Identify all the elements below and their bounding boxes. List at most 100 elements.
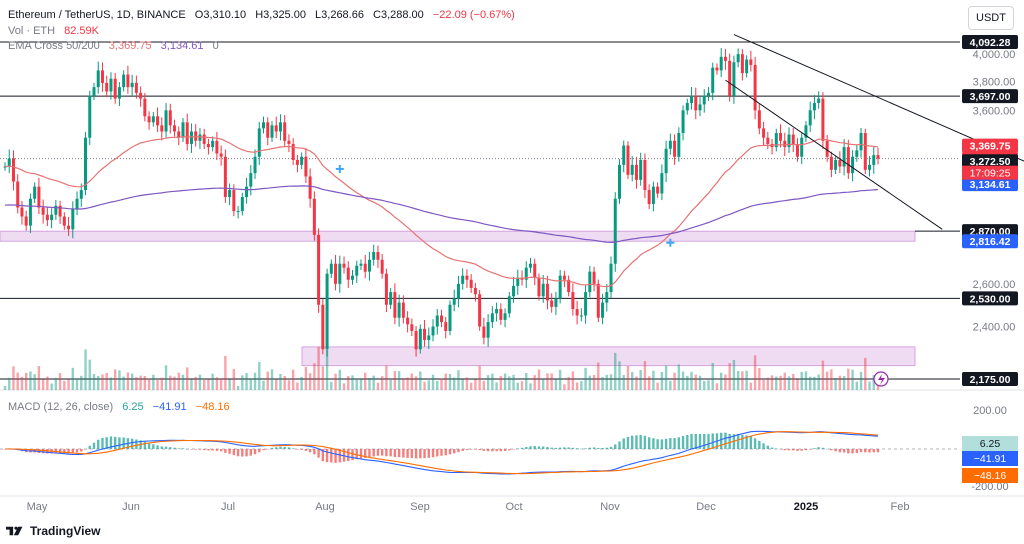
volume-bar (444, 373, 447, 390)
volume-bar (558, 369, 562, 390)
macd-histogram-bar (321, 449, 325, 462)
candle-body (528, 263, 532, 268)
volume-bar (486, 375, 490, 390)
price-label-text: 2,530.00 (970, 293, 1011, 305)
macd-histogram-bar (783, 449, 786, 451)
macd-histogram-bar (741, 434, 744, 449)
volume-bar (626, 366, 630, 390)
candle-body (456, 283, 460, 299)
macd-histogram-bar (821, 447, 825, 449)
macd-histogram-bar (402, 449, 405, 458)
macd-histogram-bar (664, 438, 668, 449)
volume-bar (393, 371, 397, 390)
macd-legend: MACD (12, 26, close) 6.25 −41.91 −48.16 (8, 400, 236, 414)
volume-bar (275, 379, 278, 390)
volume-bar (385, 365, 388, 390)
macd-axis-tick: -200.00 (971, 481, 1008, 493)
candle-body (240, 196, 244, 212)
volume-bar (584, 367, 587, 390)
macd-histogram-bar (626, 436, 630, 449)
volume-bar (631, 372, 634, 390)
macd-histogram-bar (724, 432, 727, 449)
time-axis-label: May (27, 501, 48, 513)
macd-histogram-bar (207, 449, 210, 451)
candle-body (215, 140, 219, 154)
macd-histogram-bar (258, 449, 261, 453)
candle-body (329, 263, 333, 274)
macd-histogram-bar (550, 447, 553, 449)
candle-body (92, 87, 96, 96)
volume-bar (169, 375, 172, 390)
candle-body (584, 292, 588, 316)
macd-histogram-bar (241, 449, 244, 457)
volume-bar (198, 374, 202, 390)
price-label-text: 2,175.00 (970, 374, 1011, 386)
volume-bar (690, 371, 693, 390)
candle-body (639, 159, 643, 180)
macd-histogram-bar (431, 449, 435, 458)
macd-histogram-bar (313, 449, 316, 455)
candle-body (211, 140, 215, 148)
volume-bar (851, 369, 854, 390)
volume-bar (194, 377, 197, 390)
volume-bar (800, 372, 803, 390)
volume-bar (364, 372, 367, 390)
candle-body (728, 60, 732, 96)
volume-bar (508, 376, 511, 390)
macd-histogram-bar (864, 449, 867, 453)
support-zone-1 (0, 230, 916, 242)
candle-body (24, 216, 28, 226)
volume-bar (758, 368, 761, 390)
price-tick-label: 2,400.00 (973, 322, 1016, 334)
candle-body (812, 102, 816, 111)
candle-body (863, 133, 867, 170)
volume-bar (482, 380, 486, 390)
candle-body (490, 313, 494, 323)
macd-histogram-bar (397, 449, 401, 458)
macd-value-text: −48.16 (974, 470, 1007, 482)
volume-bar (792, 374, 795, 390)
macd-histogram-bar (800, 449, 803, 451)
candle-body (516, 277, 520, 286)
macd-histogram-bar (330, 449, 333, 463)
macd-histogram-bar (622, 438, 625, 449)
macd-histogram-bar (453, 449, 456, 454)
currency-button[interactable]: USDT (968, 6, 1014, 30)
macd-histogram-bar (376, 449, 380, 456)
candle-body (804, 125, 808, 138)
volume-bar (512, 374, 515, 390)
volume-bar (427, 380, 430, 390)
candle-body (579, 315, 583, 317)
candle-body (859, 133, 863, 151)
candle-body (440, 315, 443, 323)
price-label-box (962, 234, 1018, 249)
volume-bar (20, 376, 24, 390)
macd-histogram-bar (359, 449, 363, 459)
macd-histogram-bar (597, 447, 600, 449)
volume-bar (825, 371, 829, 390)
candle-body (262, 122, 266, 129)
macd-histogram-bar (177, 448, 180, 449)
volume-bar (351, 375, 354, 390)
candle-body (469, 279, 473, 288)
macd-histogram-bar (558, 447, 562, 449)
volume-bar (211, 373, 214, 390)
candle-body (842, 147, 846, 167)
macd-histogram-bar (211, 449, 214, 451)
volume-bar (291, 369, 295, 390)
volume-bar (347, 376, 350, 390)
candle-body (507, 296, 511, 314)
candle-body (609, 263, 613, 293)
macd-histogram-bar (486, 449, 490, 452)
price-label-text: 3,697.00 (970, 91, 1011, 103)
volume-bar (770, 375, 774, 390)
volume-bar (453, 377, 456, 390)
candle-body (783, 140, 787, 148)
macd-histogram-bar (423, 449, 426, 459)
macd-histogram-bar (529, 446, 532, 449)
macd-histogram-bar (156, 445, 159, 449)
volume-bar (334, 373, 337, 390)
candle-body (762, 128, 766, 138)
candle-body (690, 95, 694, 103)
